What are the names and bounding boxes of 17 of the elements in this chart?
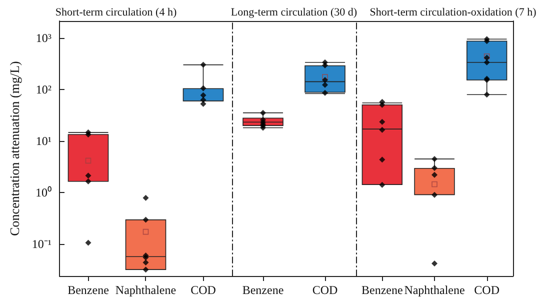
y-tick-label: 10³: [36, 31, 52, 46]
x-tick-label: COD: [312, 283, 338, 297]
x-tick-label: COD: [474, 283, 500, 297]
x-tick-label: Naphthalene: [404, 283, 465, 297]
y-tick-label: 10²: [36, 82, 52, 97]
chart-title: Short-term circulation-oxidation (7 h): [370, 6, 537, 18]
y-tick-label: 10⁰: [36, 186, 52, 200]
chart-title: Long-term circulation (30 d): [230, 6, 358, 18]
x-tick-label: Benzene: [242, 283, 284, 297]
x-tick-label: Benzene: [68, 283, 109, 297]
y-axis-title: Concentration attenuation (mg/L): [7, 61, 22, 236]
y-tick-label: 10⁻¹: [32, 237, 52, 252]
x-tick-label: Naphthalene: [115, 283, 176, 297]
y-tick-label: 10¹: [36, 134, 52, 148]
x-tick-label: COD: [190, 283, 216, 297]
chart-title: Short-term circulation (4 h): [55, 6, 177, 18]
x-tick-label: Benzene: [362, 283, 403, 297]
